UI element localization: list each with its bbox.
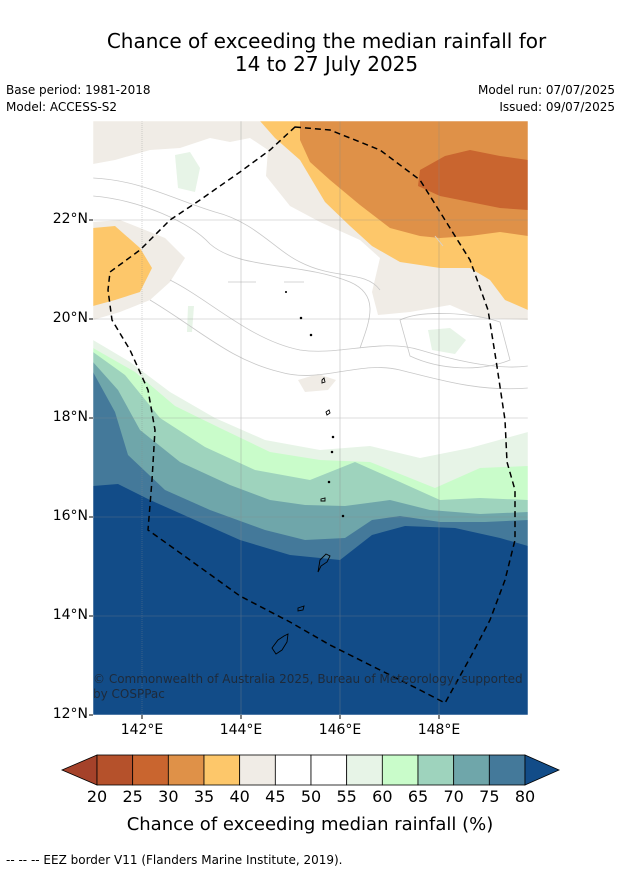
- copyright-line2: by COSPPac: [93, 687, 165, 701]
- colorbar-segment: [274, 754, 312, 786]
- colorbar-tick-label: 55: [336, 787, 357, 806]
- colorbar-segment: [488, 754, 526, 786]
- lon-label-142e: 142°E: [120, 722, 164, 738]
- colorbar-tick-label: 35: [193, 787, 215, 806]
- colorbar-segment: [203, 754, 241, 786]
- colorbar-extend-high: [524, 754, 560, 786]
- band-40-45-islet: [298, 374, 336, 392]
- colorbar-tick-label: 70: [443, 787, 464, 806]
- copyright-notice: © Commonwealth of Australia 2025, Bureau…: [93, 672, 528, 702]
- lon-label-144e: 144°E: [219, 722, 263, 738]
- model-name: Model: ACCESS-S2: [6, 100, 118, 114]
- colorbar-segment: [132, 754, 169, 786]
- colorbar-segment: [96, 754, 134, 786]
- lat-label-20n: 20°N: [52, 310, 88, 326]
- rainfall-probability-field: [93, 121, 528, 715]
- colorbar-tick-label: 40: [229, 787, 250, 806]
- issued-date: Issued: 09/07/2025: [499, 100, 615, 114]
- copyright-line1: © Commonwealth of Australia 2025, Bureau…: [93, 672, 523, 686]
- colorbar-tick-label: 45: [265, 787, 286, 806]
- colorbar-tick-label: 20: [86, 787, 108, 806]
- lat-label-16n: 16°N: [52, 508, 88, 524]
- lat-label-18n: 18°N: [52, 409, 88, 425]
- colorbar-tick-label: 80: [514, 787, 536, 806]
- colorbar-tick-label: 50: [300, 787, 322, 806]
- colorbar-tick-label: 25: [122, 787, 143, 806]
- colorbar-tick-label: 60: [372, 787, 393, 806]
- band-55-60-islet-1: [175, 152, 200, 192]
- colorbar-extend-low: [60, 754, 98, 786]
- eez-legend-note: -- -- -- EEZ border V11 (Flanders Marine…: [6, 853, 343, 867]
- band-25-30: [418, 150, 528, 210]
- colorbar-segment: [381, 754, 419, 786]
- band-85-plus: [93, 484, 528, 715]
- map-title-line2: 14 to 27 July 2025: [234, 52, 419, 76]
- colorbar-segment: [310, 754, 348, 786]
- colorbar-segment: [346, 754, 383, 786]
- colorbar-tick-label: 75: [479, 787, 500, 806]
- colorbar-title: Chance of exceeding median rainfall (%): [126, 814, 494, 835]
- colorbar-segment: [417, 754, 455, 786]
- island-outlines: [271, 290, 345, 655]
- lon-label-148e: 148°E: [417, 722, 461, 738]
- colorbar-tick-label: 30: [158, 787, 179, 806]
- lat-label-14n: 14°N: [52, 607, 88, 623]
- colorbar-segment: [239, 754, 276, 786]
- model-run-date: Model run: 07/07/2025: [477, 83, 615, 97]
- colorbar-segment: [453, 754, 490, 786]
- lat-label-22n: 22°N: [52, 211, 88, 227]
- axis-ticks: [89, 219, 440, 719]
- colorbar-segment: [167, 754, 205, 786]
- lat-label-12n: 12°N: [52, 706, 88, 722]
- lon-label-146e: 146°E: [318, 722, 362, 738]
- colorbar: [60, 754, 560, 786]
- band-55-60-islet-2: [428, 328, 466, 354]
- base-period: Base period: 1981-2018: [6, 83, 151, 97]
- colorbar-tick-label: 65: [407, 787, 429, 806]
- map-title-line1: Chance of exceeding the median rainfall …: [106, 29, 547, 53]
